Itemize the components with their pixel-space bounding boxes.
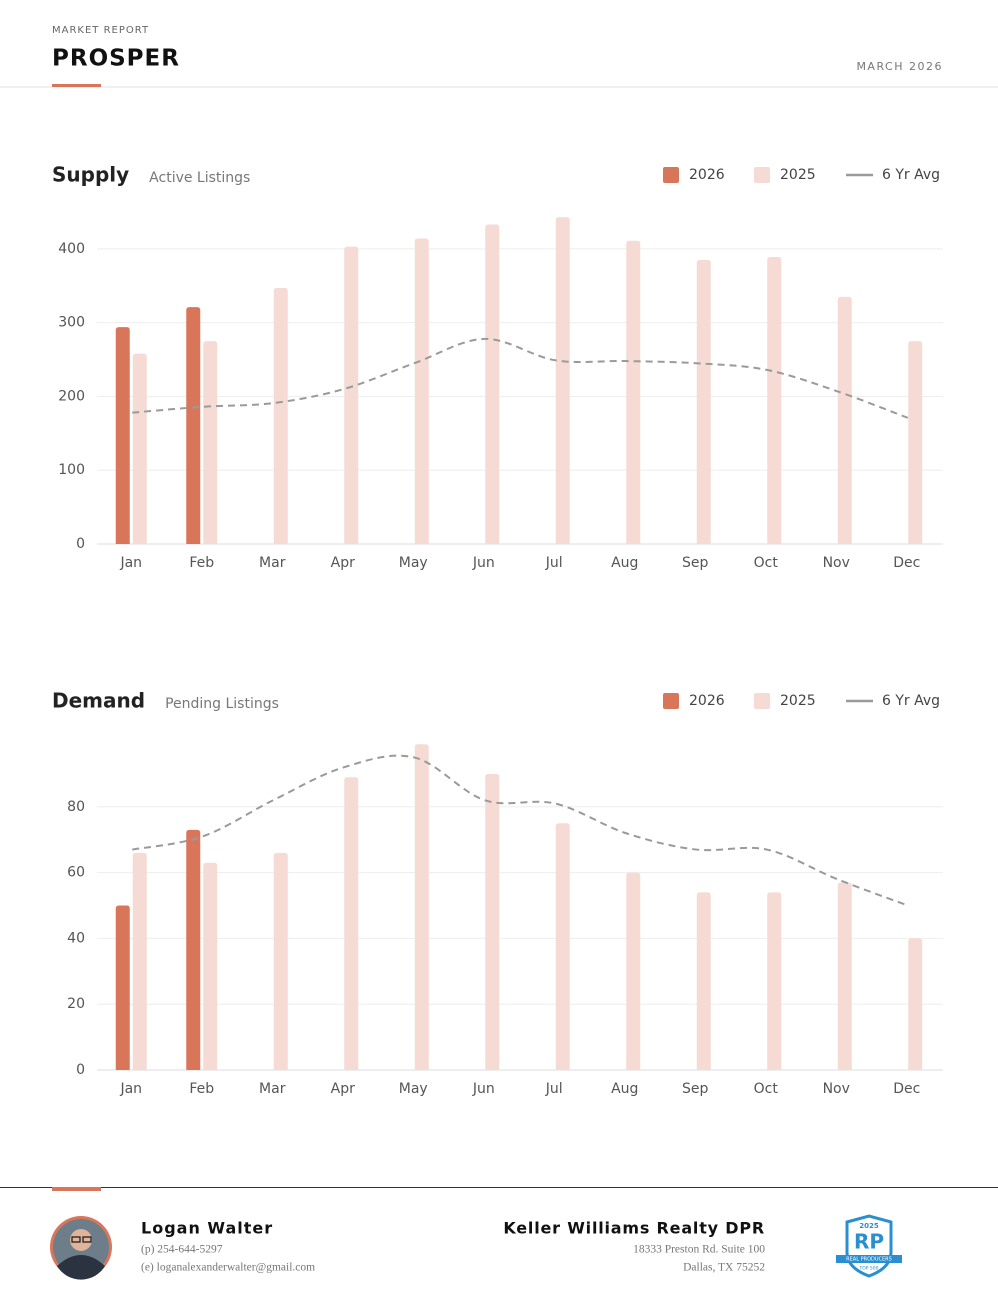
bar	[555, 823, 570, 1070]
chart-subtitle: Pending Listings	[165, 696, 279, 712]
x-tick-label: Oct	[754, 1081, 779, 1097]
bar	[115, 327, 130, 544]
bar	[485, 773, 500, 1070]
bar	[132, 852, 147, 1070]
bar	[414, 238, 429, 544]
legend-label: 6 Yr Avg	[882, 693, 940, 709]
y-tick-label: 0	[76, 536, 85, 552]
chart-title: Demand	[52, 689, 145, 713]
x-tick-label: Oct	[754, 555, 779, 571]
bar	[273, 287, 288, 544]
legend-swatch	[754, 693, 770, 709]
legend-label: 2026	[689, 693, 725, 709]
x-tick-label: Jul	[545, 555, 563, 571]
x-tick-label: Dec	[893, 1081, 920, 1097]
bar	[626, 872, 641, 1070]
bar	[696, 892, 711, 1070]
x-tick-label: Jan	[119, 555, 142, 571]
x-tick-label: Apr	[331, 555, 355, 571]
x-tick-label: Dec	[893, 555, 920, 571]
x-tick-label: May	[399, 1081, 428, 1097]
badge-year: 2025	[859, 1222, 879, 1230]
agent-photo	[50, 1216, 112, 1280]
x-tick-label: Jan	[119, 1081, 142, 1097]
bar	[908, 341, 923, 544]
agent-phone: (p) 254-644-5297	[141, 1244, 223, 1256]
legend-label: 2025	[780, 693, 816, 709]
y-tick-label: 20	[67, 996, 85, 1012]
bar	[696, 259, 711, 544]
y-tick-label: 400	[58, 241, 85, 257]
bar	[908, 938, 923, 1070]
bar	[485, 224, 500, 544]
legend-swatch	[663, 167, 679, 183]
report-date: MARCH 2026	[856, 60, 943, 73]
bar	[186, 307, 201, 544]
award-badge: 2025 RP REAL PRODUCERS TOP 500	[836, 1214, 902, 1278]
bar	[626, 240, 641, 545]
y-tick-label: 60	[67, 865, 85, 881]
legend-label: 6 Yr Avg	[882, 167, 940, 183]
bar	[273, 852, 288, 1070]
x-tick-label: Nov	[823, 555, 850, 571]
y-tick-label: 200	[58, 388, 85, 404]
x-tick-label: Mar	[259, 1081, 286, 1097]
legend-label: 2025	[780, 167, 816, 183]
x-tick-label: Sep	[682, 1081, 709, 1097]
agent-email: (e) loganalexanderwalter@gmail.com	[141, 1262, 315, 1274]
x-tick-label: Jul	[545, 1081, 563, 1097]
report-label: MARKET REPORT	[52, 25, 149, 36]
x-tick-label: Jun	[472, 1081, 495, 1097]
badge-ribbon: REAL PRODUCERS	[846, 1257, 892, 1263]
y-tick-label: 100	[58, 462, 85, 478]
x-tick-label: Apr	[331, 1081, 355, 1097]
company-address: 18333 Preston Rd. Suite 100	[633, 1244, 765, 1256]
bar	[132, 353, 147, 544]
x-tick-label: Jun	[472, 555, 495, 571]
y-tick-label: 300	[58, 315, 85, 331]
y-tick-label: 80	[67, 799, 85, 815]
bar	[837, 296, 852, 544]
badge-rank: TOP 500	[858, 1266, 878, 1272]
bar	[837, 882, 852, 1070]
x-tick-label: Nov	[823, 1081, 850, 1097]
x-tick-label: Aug	[611, 555, 638, 571]
x-tick-label: Mar	[259, 555, 286, 571]
agent-name: Logan Walter	[141, 1219, 273, 1238]
legend-swatch	[754, 167, 770, 183]
avg-line	[132, 337, 909, 419]
bar	[344, 246, 359, 545]
bar	[186, 829, 201, 1070]
footer-accent	[52, 1187, 101, 1191]
bar	[767, 257, 782, 544]
y-tick-label: 40	[67, 930, 85, 946]
legend-swatch	[663, 693, 679, 709]
avg-line	[132, 754, 909, 907]
company-city: Dallas, TX 75252	[683, 1262, 765, 1274]
bar	[115, 905, 130, 1070]
bar	[414, 744, 429, 1070]
x-tick-label: Sep	[682, 555, 709, 571]
bar	[344, 777, 359, 1070]
bar	[767, 892, 782, 1070]
bar	[555, 217, 570, 545]
x-tick-label: Aug	[611, 1081, 638, 1097]
company-name: Keller Williams Realty DPR	[503, 1219, 765, 1238]
x-tick-label: May	[399, 555, 428, 571]
y-tick-label: 0	[76, 1062, 85, 1078]
header-accent	[52, 84, 101, 87]
chart-title: Supply	[52, 163, 129, 187]
chart-subtitle: Active Listings	[149, 170, 250, 186]
report-title: PROSPER	[52, 46, 180, 72]
legend-label: 2026	[689, 167, 725, 183]
x-tick-label: Feb	[189, 555, 214, 571]
badge-logo: RP	[854, 1230, 884, 1254]
bar	[203, 341, 218, 544]
bar	[203, 862, 218, 1070]
x-tick-label: Feb	[189, 1081, 214, 1097]
